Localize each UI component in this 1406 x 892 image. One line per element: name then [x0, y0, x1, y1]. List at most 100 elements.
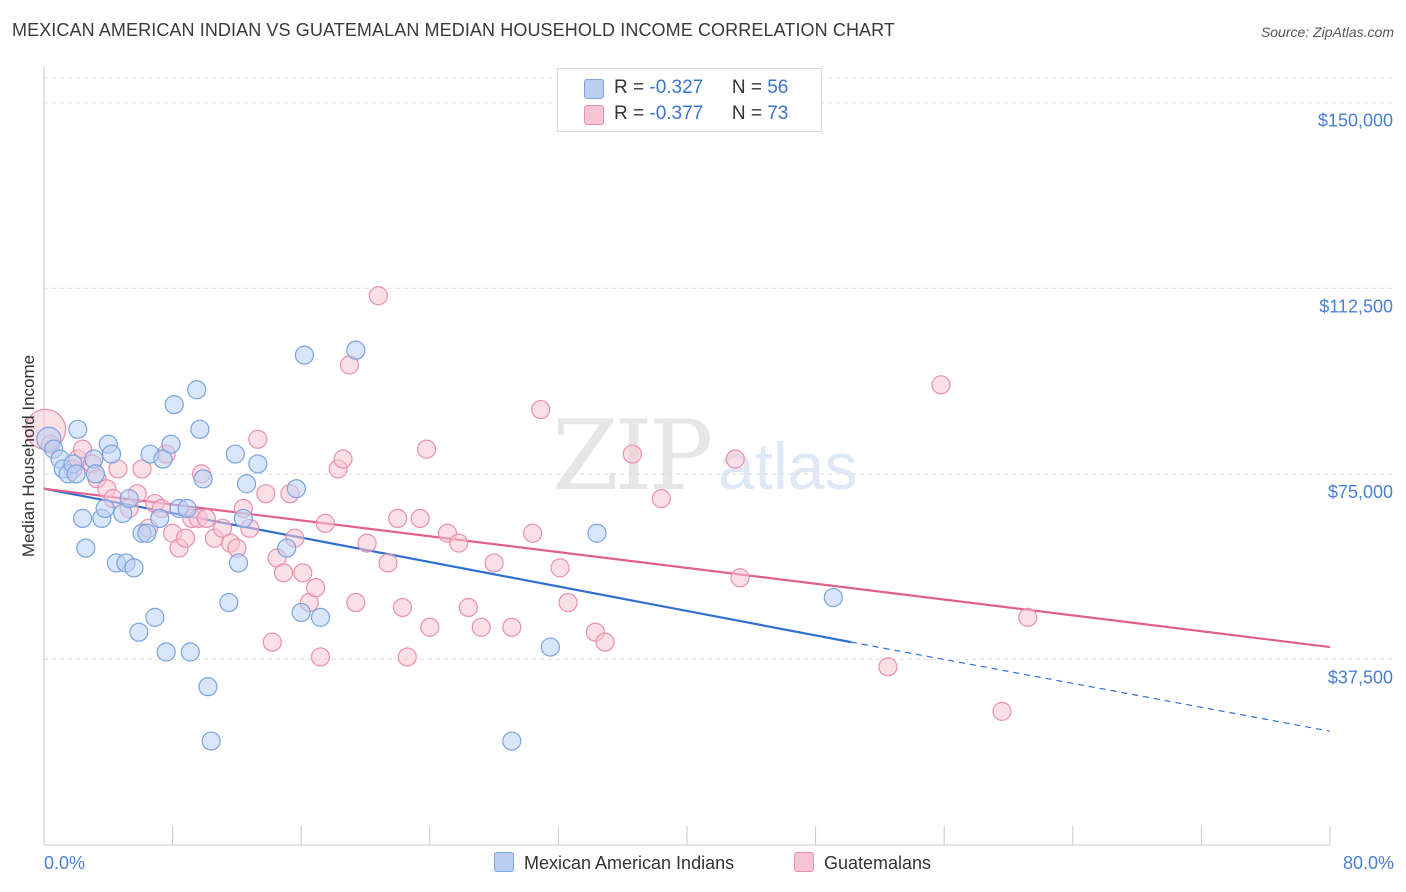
point-guatemalan	[931, 375, 951, 395]
legend-r-value: -0.377	[649, 103, 704, 124]
bottom-legend-guatemalans: Guatemalans	[794, 852, 931, 874]
point-mexican-american-indian	[286, 479, 306, 499]
point-guatemalan	[502, 617, 522, 637]
point-mexican-american-indian	[233, 508, 253, 529]
point-guatemalan	[725, 449, 745, 469]
bottom-legend-swatch-pink	[794, 852, 814, 872]
bottom-legend-label: Mexican American Indians	[524, 853, 735, 873]
point-guatemalan	[315, 513, 335, 533]
legend-n-label: N =	[731, 103, 768, 124]
point-mexican-american-indian	[187, 380, 207, 400]
point-guatemalan	[558, 592, 578, 613]
bottom-legend-label: Guatemalans	[824, 853, 932, 873]
x-tick-label: 80.0%	[1343, 853, 1394, 873]
y-axis-label: Median Household Income	[19, 355, 38, 557]
legend-n-value: 73	[767, 103, 789, 124]
point-guatemalan	[333, 449, 353, 469]
point-mexican-american-indian	[201, 731, 221, 751]
point-mexican-american-indian	[248, 454, 268, 474]
point-guatemalan	[458, 597, 478, 618]
point-guatemalan	[471, 617, 491, 637]
point-mexican-american-indian	[95, 498, 115, 519]
trend-line-extension	[850, 641, 1331, 732]
point-guatemalan	[368, 286, 388, 306]
point-guatemalan	[378, 553, 398, 573]
point-mexican-american-indian	[190, 419, 210, 439]
point-mexican-american-indian	[76, 538, 96, 558]
point-guatemalan	[306, 578, 326, 598]
point-guatemalan	[523, 523, 543, 543]
point-mexican-american-indian	[219, 592, 239, 613]
point-guatemalan	[484, 553, 504, 573]
source-label: Source: ZipAtlas.com	[1260, 24, 1394, 40]
point-mexican-american-indian	[291, 602, 311, 623]
chart-title: MEXICAN AMERICAN INDIAN VS GUATEMALAN ME…	[12, 20, 896, 40]
y-tick-label: $150,000	[1318, 111, 1393, 131]
stats-legend: R = -0.327 N = 56 R = -0.377 N = 73	[557, 68, 822, 132]
legend-swatch-blue	[584, 79, 604, 99]
legend-n-value: 56	[767, 77, 789, 98]
point-guatemalan	[651, 489, 671, 509]
point-guatemalan	[212, 518, 233, 538]
legend-r-value: -0.327	[649, 77, 704, 98]
y-tick-label: $112,500	[1319, 296, 1393, 316]
point-guatemalan	[392, 597, 413, 618]
legend-n-label: N =	[731, 77, 768, 98]
point-mexican-american-indian	[153, 449, 173, 469]
point-mexican-american-indian	[225, 444, 245, 464]
point-mexican-american-indian	[236, 474, 257, 494]
point-mexican-american-indian	[180, 642, 200, 662]
point-mexican-american-indian	[177, 498, 197, 519]
point-guatemalan	[262, 632, 282, 652]
point-guatemalan	[595, 632, 615, 652]
point-guatemalan	[248, 429, 268, 449]
trend-line-guatemalans	[43, 487, 1331, 649]
point-mexican-american-indian	[228, 553, 249, 573]
point-guatemalan	[357, 533, 377, 553]
point-mexican-american-indian	[124, 558, 144, 578]
point-guatemalan	[132, 459, 152, 479]
point-guatemalan	[420, 617, 440, 637]
y-tick-label: $75,000	[1328, 482, 1393, 502]
point-guatemalan	[410, 508, 430, 529]
bottom-legend-mexican-american-indians: Mexican American Indians	[494, 852, 734, 874]
legend-r-label: R =	[614, 77, 650, 98]
point-guatemalan	[256, 484, 276, 504]
point-guatemalan	[878, 657, 898, 677]
point-mexican-american-indian	[346, 340, 366, 360]
point-mexican-american-indian	[137, 523, 157, 543]
axes	[43, 66, 1331, 846]
point-mexican-american-indian	[198, 677, 218, 697]
point-guatemalan	[992, 701, 1012, 721]
point-mexican-american-indian	[587, 523, 607, 543]
point-mexican-american-indian	[164, 394, 184, 415]
point-mexican-american-indian	[72, 508, 93, 529]
legend-r-label: R =	[614, 103, 650, 124]
point-guatemalan	[1018, 607, 1038, 627]
y-tick-label: $37,500	[1328, 667, 1393, 687]
point-guatemalan	[416, 439, 437, 459]
point-guatemalan	[531, 399, 551, 420]
point-guatemalan	[622, 444, 642, 464]
point-guatemalan	[293, 563, 313, 583]
point-guatemalan	[730, 568, 750, 588]
x-tick-label: 0.0%	[44, 853, 85, 873]
point-mexican-american-indian	[85, 464, 106, 484]
point-mexican-american-indian	[294, 345, 315, 365]
point-mexican-american-indian	[68, 419, 88, 439]
point-guatemalan	[397, 647, 417, 667]
point-guatemalan	[175, 528, 196, 548]
point-mexican-american-indian	[823, 587, 843, 608]
tick-labels: $37,500 $75,000 $112,500 $150,000 0.0% 80.0%	[44, 111, 1394, 873]
point-guatemalan	[550, 558, 570, 578]
point-guatemalan	[388, 508, 408, 529]
point-mexican-american-indian	[156, 642, 176, 662]
point-mexican-american-indian	[502, 731, 522, 751]
point-guatemalan	[346, 592, 366, 613]
point-mexican-american-indian	[101, 444, 122, 464]
point-guatemalan	[310, 647, 331, 667]
point-mexican-american-indian	[277, 538, 297, 558]
point-mexican-american-indian	[310, 607, 331, 627]
point-mexican-american-indian	[161, 434, 181, 454]
